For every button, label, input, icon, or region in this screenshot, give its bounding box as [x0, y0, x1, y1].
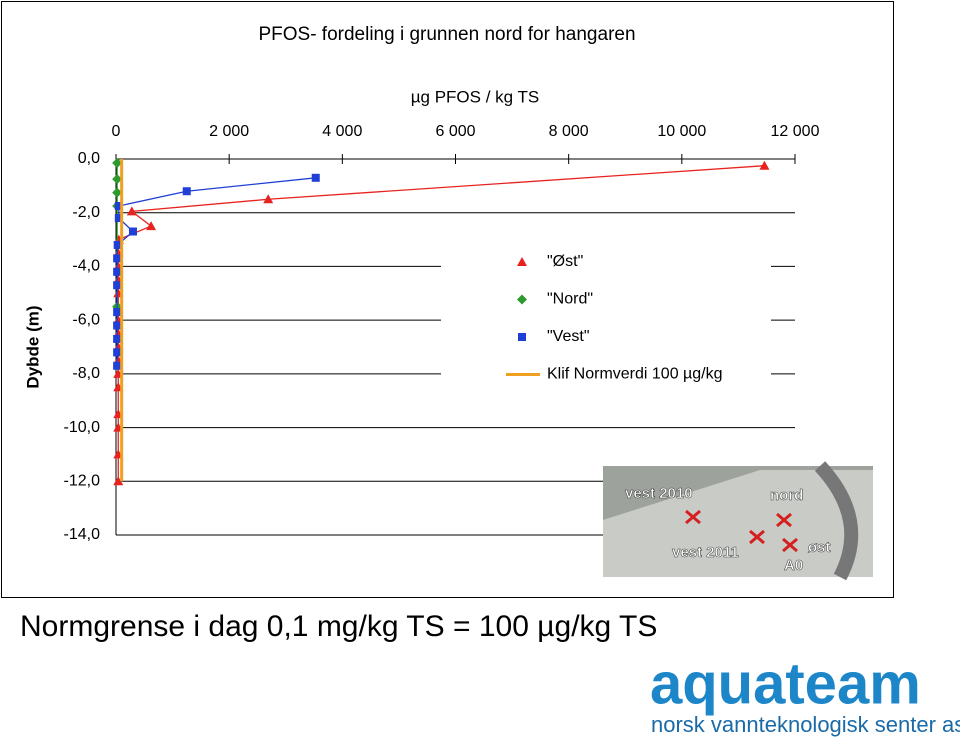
marker [517, 257, 527, 266]
y-tick-label: -14,0 [64, 526, 101, 543]
x-tick-label: 12 000 [771, 123, 820, 140]
marker [263, 194, 274, 204]
legend-label: "Vest" [547, 328, 590, 345]
x-tick-label: 10 000 [657, 123, 706, 140]
marker [113, 254, 122, 263]
marker [113, 281, 122, 290]
legend-label: "Øst" [547, 253, 583, 270]
photo-road [814, 461, 859, 581]
x-tick-label: 6 000 [435, 123, 475, 140]
footer-text: Normgrense i dag 0,1 mg/kg TS = 100 µg/k… [20, 610, 657, 643]
marker [114, 202, 123, 210]
x-tick-label: 8 000 [549, 123, 589, 140]
marker [112, 158, 123, 169]
marker [113, 476, 124, 486]
y-axis-label: Dybde (m) [23, 305, 42, 388]
photo-label: øst [808, 539, 831, 556]
legend-label: "Nord" [547, 291, 593, 308]
plot: 0,0 -2,0 -4,0 -6,0 -8,0 -10,0 -12,0 -14,0 0 2 000… [64, 123, 820, 543]
legend-background [441, 245, 771, 390]
marker [112, 187, 123, 198]
legend-label: Klif Normverdi 100 µg/kg [547, 366, 723, 383]
photo: vest 2010 nord vest 2011 øst A0 [603, 461, 873, 581]
marker [517, 294, 527, 305]
marker [113, 321, 122, 330]
marker [759, 160, 770, 170]
marker [113, 267, 122, 276]
marker [113, 361, 122, 370]
x-tick-label: 4 000 [322, 123, 362, 140]
marker [128, 227, 137, 236]
marker [113, 308, 122, 317]
marker [113, 334, 122, 343]
marker [182, 187, 191, 196]
marker [146, 221, 157, 231]
marker [126, 206, 137, 216]
photo-area [603, 470, 873, 577]
logo: aquateam [650, 651, 921, 716]
photo-label: vest 2011 [672, 544, 739, 561]
y-tick-label: -4,0 [72, 258, 100, 275]
x-tick-label: 0 [112, 123, 121, 140]
logo-tagline: norsk vannteknologisk senter as [651, 712, 960, 737]
photo-label: nord [770, 487, 803, 504]
y-tick-label: -2,0 [72, 204, 100, 221]
y-tick-label: -10,0 [64, 419, 101, 436]
x-axis-label: µg PFOS / kg TS [411, 87, 540, 106]
marker [113, 348, 122, 357]
marker [112, 174, 123, 185]
marker [114, 214, 123, 223]
y-tick-label: -6,0 [72, 311, 100, 328]
photo-label: A0 [784, 557, 803, 574]
x-tick-label: 2 000 [209, 123, 249, 140]
photo-label: vest 2010 [625, 485, 693, 502]
marker [518, 333, 526, 341]
y-tick-label: -8,0 [72, 365, 100, 382]
marker [311, 173, 320, 182]
y-tick-label: 0,0 [78, 150, 100, 167]
chart-title: PFOS- fordeling i grunnen nord for hanga… [258, 24, 635, 45]
marker [113, 240, 122, 249]
photo-crosses [685, 509, 798, 553]
y-tick-label: -12,0 [64, 473, 101, 490]
